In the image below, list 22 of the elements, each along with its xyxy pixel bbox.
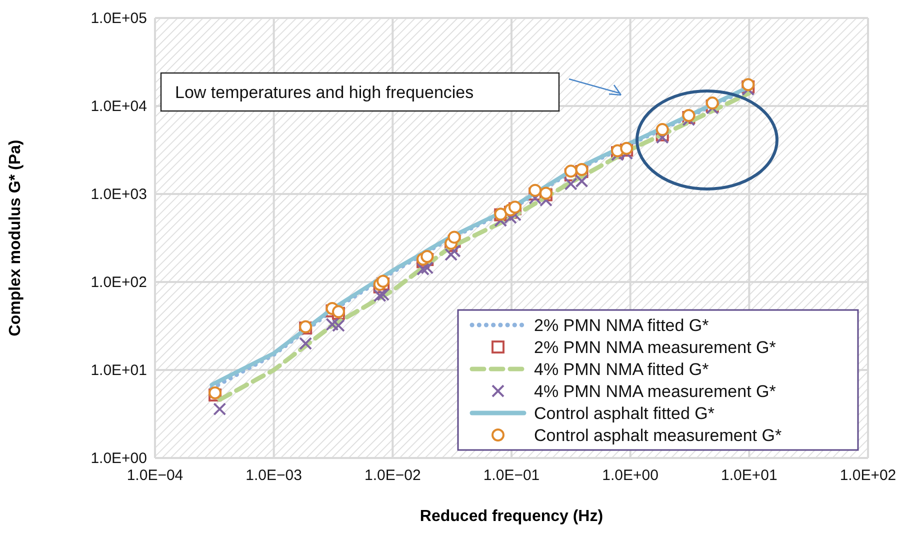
annotation: Low temperatures and high frequencies — [175, 83, 474, 102]
y-tick-label: 1.0E+03 — [90, 186, 147, 203]
legend-label: 4% PMN NMA fitted G* — [534, 360, 710, 379]
x-tick-label: 1.0E+01 — [721, 467, 778, 484]
x-tick-label: 1.0E+00 — [602, 467, 658, 484]
x-tick-label: 1.0E−02 — [364, 467, 421, 484]
x-tick-label: 1.0E+02 — [840, 467, 896, 484]
x-tick-label: 1.0E−03 — [246, 467, 302, 484]
legend-label: 2% PMN NMA measurement G* — [534, 338, 776, 357]
x-tick-label: 1.0E−01 — [483, 467, 540, 484]
x-tick-label: 1.0E−04 — [126, 467, 184, 484]
legend-label: 2% PMN NMA fitted G* — [534, 316, 710, 335]
x-axis-title: Reduced frequency (Hz) — [420, 508, 604, 525]
legend-label: Control asphalt fitted G* — [534, 404, 715, 423]
legend-label: 4% PMN NMA measurement G* — [534, 382, 776, 401]
y-tick-label: 1.0E+00 — [90, 450, 147, 467]
legend-label: Control asphalt measurement G* — [534, 426, 782, 445]
y-tick-label: 1.0E+02 — [90, 274, 147, 291]
y-tick-label: 1.0E+01 — [90, 362, 147, 379]
y-tick-label: 1.0E+05 — [90, 10, 147, 27]
y-axis-title: Complex modulus G* (Pa) — [7, 140, 24, 336]
y-tick-label: 1.0E+04 — [90, 98, 147, 115]
